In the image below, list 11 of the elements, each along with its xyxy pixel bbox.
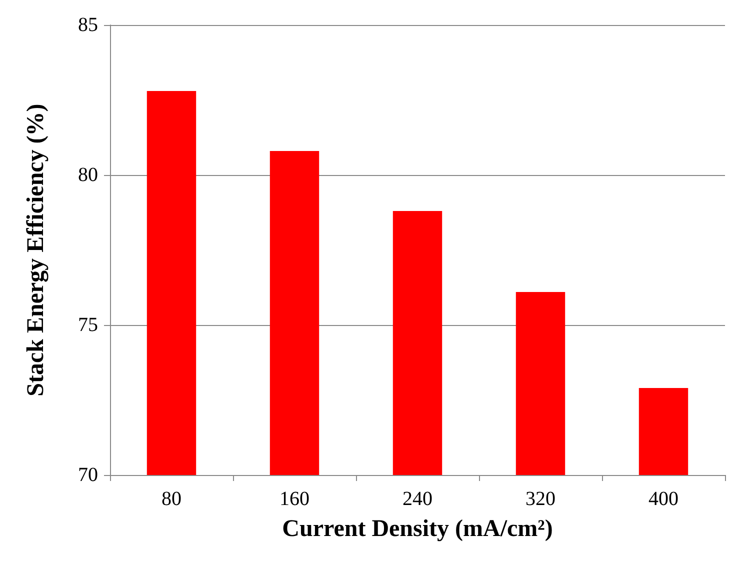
y-tick-label: 85 [78,14,98,36]
y-tick-label: 80 [78,164,98,186]
x-tick-label: 240 [402,488,432,510]
y-axis-title: Stack Energy Efficiency (%) [23,104,49,396]
x-tick-label: 400 [648,488,678,510]
y-tick-label: 70 [78,464,98,486]
y-tick-label: 75 [78,314,98,336]
x-tick-label: 320 [526,488,556,510]
x-axis-title: Current Density (mA/cm²) [282,516,553,542]
x-tick-label: 80 [162,488,182,510]
x-tick-label: 160 [280,488,310,510]
